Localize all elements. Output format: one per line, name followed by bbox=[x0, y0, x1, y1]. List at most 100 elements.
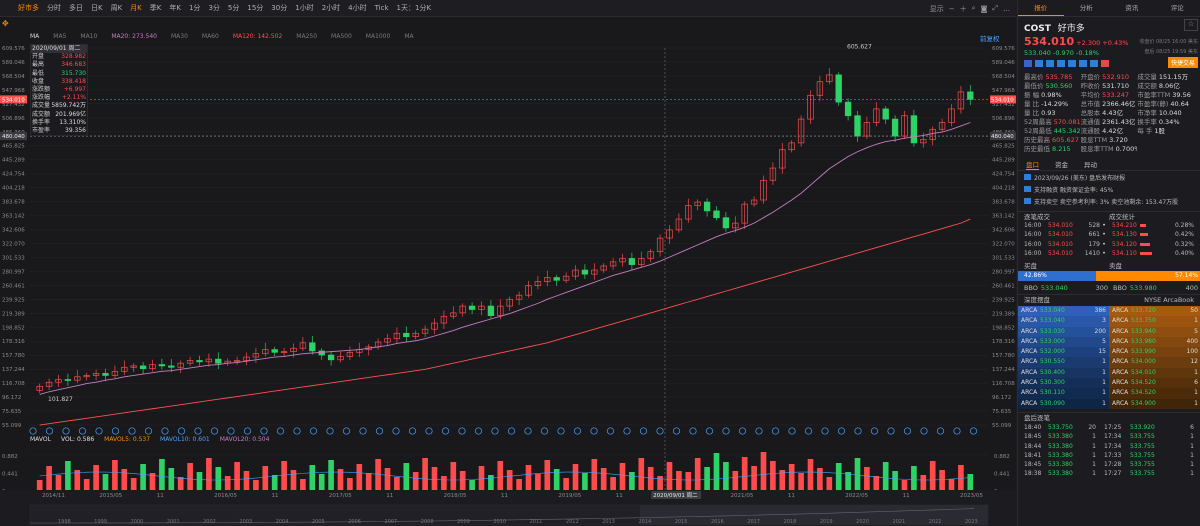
zoom-in-icon[interactable]: ＋ bbox=[959, 4, 967, 13]
volume-bar bbox=[676, 471, 682, 490]
period-tab[interactable]: 月K bbox=[130, 3, 142, 12]
navigator-year: 2014 bbox=[638, 519, 651, 525]
period-tab[interactable]: 季K bbox=[149, 3, 162, 12]
bid-qty: 1 bbox=[1102, 399, 1106, 407]
camera-icon[interactable]: ◙ bbox=[980, 4, 988, 13]
vol-tick-right: 0.441 bbox=[994, 472, 1010, 478]
y-tick-left: 568.504 bbox=[2, 74, 25, 80]
move-cursor-icon[interactable]: ✥ bbox=[2, 19, 9, 28]
candle-body bbox=[656, 237, 664, 253]
minus-icon[interactable]: − bbox=[948, 4, 955, 13]
ask-price: 533.940 bbox=[1131, 327, 1156, 335]
candle-body bbox=[262, 349, 269, 355]
event-icon bbox=[309, 427, 318, 435]
notice-row[interactable]: 支持卖空 卖空参考利率: 3% 卖空池剩余: 153.47万股 bbox=[1024, 197, 1194, 209]
info-value: 328.982 bbox=[61, 53, 86, 61]
trade-time: 16:00 bbox=[1024, 231, 1042, 239]
x-tick: 11 bbox=[616, 493, 623, 499]
candle-body bbox=[186, 360, 194, 364]
book-row: ARCA 533.040 386 ARCA 533.720 50 bbox=[1018, 306, 1200, 317]
candle-body bbox=[891, 118, 899, 137]
panel-tab[interactable]: 评论 bbox=[1170, 4, 1184, 12]
depth-source[interactable]: NYSE ArcaBook bbox=[1144, 296, 1194, 304]
adjust-mode-button[interactable]: 前复权 bbox=[980, 35, 1000, 43]
bid-level: ARCA 532.000 15 bbox=[1018, 347, 1109, 358]
period-tab[interactable]: 好市多 bbox=[18, 3, 39, 12]
stats-cell: 最低价 530.560 bbox=[1024, 82, 1081, 91]
trade-qty: 528 bbox=[1088, 222, 1100, 229]
candle-body bbox=[581, 269, 589, 275]
candle-body bbox=[750, 199, 758, 205]
chart-area[interactable]: 好市多 分时 多日 日K 周K 月K 季K 年K 1分 3分 5分 15分 30分 1小时 2小时 4小时 Ti… bbox=[0, 0, 1016, 526]
bid-price: 530.110 bbox=[1040, 389, 1065, 397]
trade-dir-icon: • bbox=[1102, 249, 1106, 257]
ma-label[interactable]: MA bbox=[30, 33, 40, 40]
stats-value: 10.040 bbox=[1158, 109, 1182, 117]
panel-tab[interactable]: 资讯 bbox=[1125, 4, 1139, 12]
ma20-line bbox=[39, 122, 971, 395]
info-row: 涨跌幅 +2.11% bbox=[31, 94, 87, 102]
heart-icon bbox=[1101, 60, 1109, 67]
stats-key: 总股本 bbox=[1080, 109, 1101, 117]
stats-row: 量 比 -14.29% 总市值 2366.46亿 市盈率(静) 40.64 bbox=[1024, 100, 1194, 109]
info-key: 成交量 bbox=[32, 102, 51, 110]
info-value: 5859.742万 bbox=[51, 102, 86, 110]
volume-bar bbox=[356, 464, 363, 490]
x-tick: 2017/05 bbox=[329, 493, 352, 499]
notice-row[interactable]: 2023/09/26 (美东) 盘后发布财报 bbox=[1024, 173, 1194, 185]
period-tab[interactable]: 5分 bbox=[227, 3, 240, 12]
period-tab[interactable]: 30分 bbox=[271, 3, 288, 12]
expand-icon[interactable]: ⤢ bbox=[992, 4, 998, 12]
quick-trade-button[interactable]: 快捷交易 bbox=[1167, 57, 1198, 68]
bid-qty: 15 bbox=[1098, 348, 1106, 356]
period-tab[interactable]: 1天：1分K bbox=[396, 3, 432, 12]
period-tab[interactable]: 1小时 bbox=[295, 3, 314, 12]
section-tab[interactable]: 异动 bbox=[1084, 161, 1097, 169]
display-menu[interactable]: 显示 bbox=[929, 4, 944, 13]
volume-bar bbox=[591, 459, 598, 490]
candle-body bbox=[36, 385, 43, 391]
info-row: 开盘 328.982 bbox=[31, 53, 87, 61]
stats-cell: 52周最高 570.081 bbox=[1024, 118, 1081, 127]
trade-dir-icon: • bbox=[1102, 240, 1106, 248]
volume-bar bbox=[967, 474, 974, 490]
period-tab[interactable]: 分时 bbox=[47, 3, 61, 12]
period-tab[interactable]: 1分 bbox=[188, 3, 201, 12]
section-tab[interactable]: 资金 bbox=[1055, 161, 1068, 169]
panel-tab[interactable]: 分析 bbox=[1079, 4, 1093, 12]
search-icon[interactable]: ⌕ bbox=[971, 4, 976, 12]
notice-row[interactable]: 支持融资 融资保证金率: 45% bbox=[1024, 185, 1194, 197]
after-time-2: 17:27 bbox=[1104, 470, 1122, 478]
event-icon bbox=[590, 427, 598, 435]
period-tab[interactable]: Tick bbox=[374, 3, 389, 12]
short-icon bbox=[1046, 60, 1054, 67]
section-tab[interactable]: 盘口 bbox=[1026, 161, 1039, 170]
event-icon bbox=[821, 427, 829, 435]
volume-bar bbox=[770, 461, 776, 490]
alert-icon bbox=[1090, 60, 1098, 67]
panel-tab[interactable]: 报价 bbox=[1018, 0, 1064, 16]
stats-cell: 历史最低 8.215 bbox=[1024, 145, 1081, 154]
period-tab[interactable]: 3分 bbox=[208, 3, 220, 12]
ma-item: MA10 bbox=[80, 33, 98, 40]
period-tab[interactable]: 日K bbox=[91, 3, 103, 12]
info-key: 最高 bbox=[32, 61, 45, 69]
stats-key: 成交额 bbox=[1137, 82, 1157, 90]
stats-cell: 股息TTM 3.720 bbox=[1081, 136, 1138, 145]
period-tab[interactable]: 2小时 bbox=[321, 3, 341, 12]
candle-body bbox=[487, 305, 495, 316]
stats-value: 445.342 bbox=[1053, 127, 1081, 135]
period-tab[interactable]: 多日 bbox=[69, 3, 83, 12]
trade-stats-title: 成交统计 bbox=[1109, 213, 1135, 221]
volume-bar bbox=[911, 466, 917, 490]
bell-icon[interactable]: ☆ bbox=[1184, 19, 1198, 31]
period-tab[interactable]: 周K bbox=[110, 3, 123, 12]
period-tab[interactable]: 15分 bbox=[247, 3, 264, 12]
period-tab[interactable]: 4小时 bbox=[348, 3, 367, 12]
after-time-2: 17:25 bbox=[1104, 423, 1122, 431]
period-tab[interactable]: 年K bbox=[169, 3, 181, 12]
volume-bar bbox=[732, 471, 739, 490]
volume-bar bbox=[394, 477, 400, 490]
more-icon[interactable]: … bbox=[1003, 4, 1010, 13]
panel-tabs: 报价 分析 资讯 评论 bbox=[1018, 0, 1200, 17]
